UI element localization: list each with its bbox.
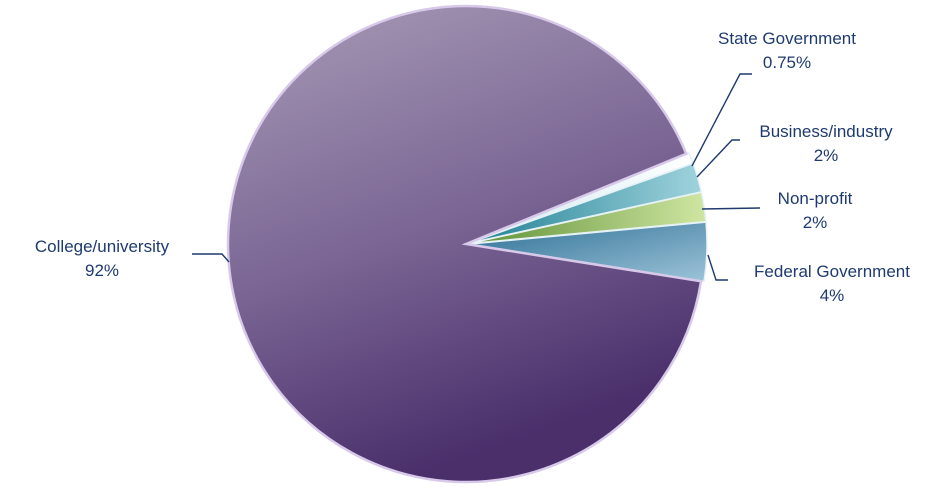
slice-value-non-profit: 2% [803, 213, 828, 232]
data-label-college-university: College/university 92% [35, 237, 170, 280]
leader-line-federal-government [707, 254, 728, 281]
slice-name-non-profit: Non-profit [778, 189, 853, 208]
slice-value-college-university: 92% [85, 261, 119, 280]
slice-name-college-university: College/university [35, 237, 170, 256]
data-label-state-government: State Government 0.75% [718, 29, 856, 72]
slice-name-business-industry: Business/industry [759, 122, 893, 141]
slice-value-federal-government: 4% [820, 286, 845, 305]
leader-line-college-university [192, 253, 230, 263]
leader-line-business-industry [696, 139, 740, 178]
slice-name-state-government: State Government [718, 29, 856, 48]
slice-name-federal-government: Federal Government [754, 262, 910, 281]
slice-value-business-industry: 2% [814, 146, 839, 165]
leader-line-non-profit [701, 207, 761, 210]
slice-value-state-government: 0.75% [763, 53, 811, 72]
pie-slice-college-university [226, 4, 703, 484]
data-label-business-industry: Business/industry 2% [759, 122, 893, 165]
data-label-non-profit: Non-profit 2% [778, 189, 853, 232]
data-label-federal-government: Federal Government 4% [754, 262, 910, 305]
leader-line-state-government [691, 73, 752, 167]
